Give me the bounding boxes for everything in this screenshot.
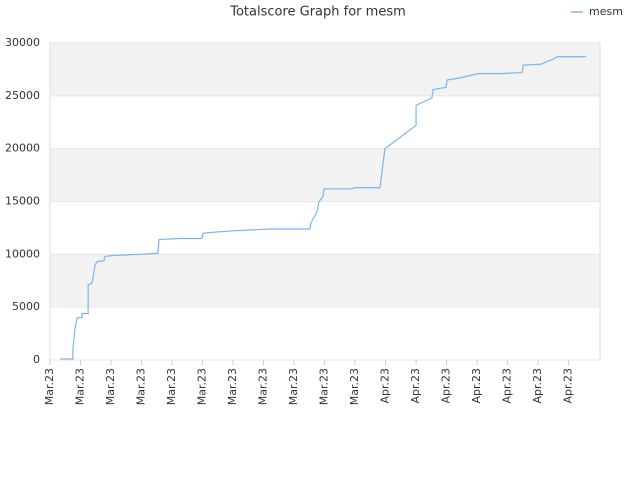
chart-title: Totalscore Graph for mesm <box>229 5 406 20</box>
x-tick-label: Apr.23 <box>379 368 392 404</box>
x-tick-label: Mar.23 <box>104 368 117 405</box>
y-tick-label: 0 <box>33 353 40 366</box>
x-tick-label: Mar.23 <box>287 368 300 405</box>
y-tick-label: 10000 <box>5 247 40 260</box>
x-tick-label: Mar.23 <box>257 368 270 405</box>
y-tick-label: 20000 <box>5 142 40 155</box>
x-tick-label: Apr.23 <box>501 368 514 404</box>
grid-band <box>50 254 600 308</box>
x-tick-label: Mar.23 <box>196 368 209 405</box>
y-tick-label: 5000 <box>12 300 40 313</box>
grid-band <box>50 148 600 202</box>
x-tick-label: Mar.23 <box>348 368 361 405</box>
y-tick-label: 15000 <box>5 195 40 208</box>
legend-label: mesm <box>589 5 623 18</box>
x-tick-label: Mar.23 <box>135 368 148 405</box>
x-tick-label: Apr.23 <box>470 368 483 404</box>
x-tick-label: Mar.23 <box>165 368 178 405</box>
x-tick-label: Apr.23 <box>409 368 422 404</box>
y-tick-label: 25000 <box>5 89 40 102</box>
y-tick-label: 30000 <box>5 36 40 49</box>
x-tick-label: Mar.23 <box>43 368 56 405</box>
x-tick-label: Mar.23 <box>318 368 331 405</box>
series-line <box>60 55 587 360</box>
x-tick-label: Mar.23 <box>74 368 87 405</box>
grid-band <box>50 43 600 96</box>
x-tick-label: Mar.23 <box>226 368 239 405</box>
x-tick-label: Apr.23 <box>531 368 544 404</box>
x-tick-label: Apr.23 <box>562 368 575 404</box>
x-tick-label: Apr.23 <box>440 368 453 404</box>
